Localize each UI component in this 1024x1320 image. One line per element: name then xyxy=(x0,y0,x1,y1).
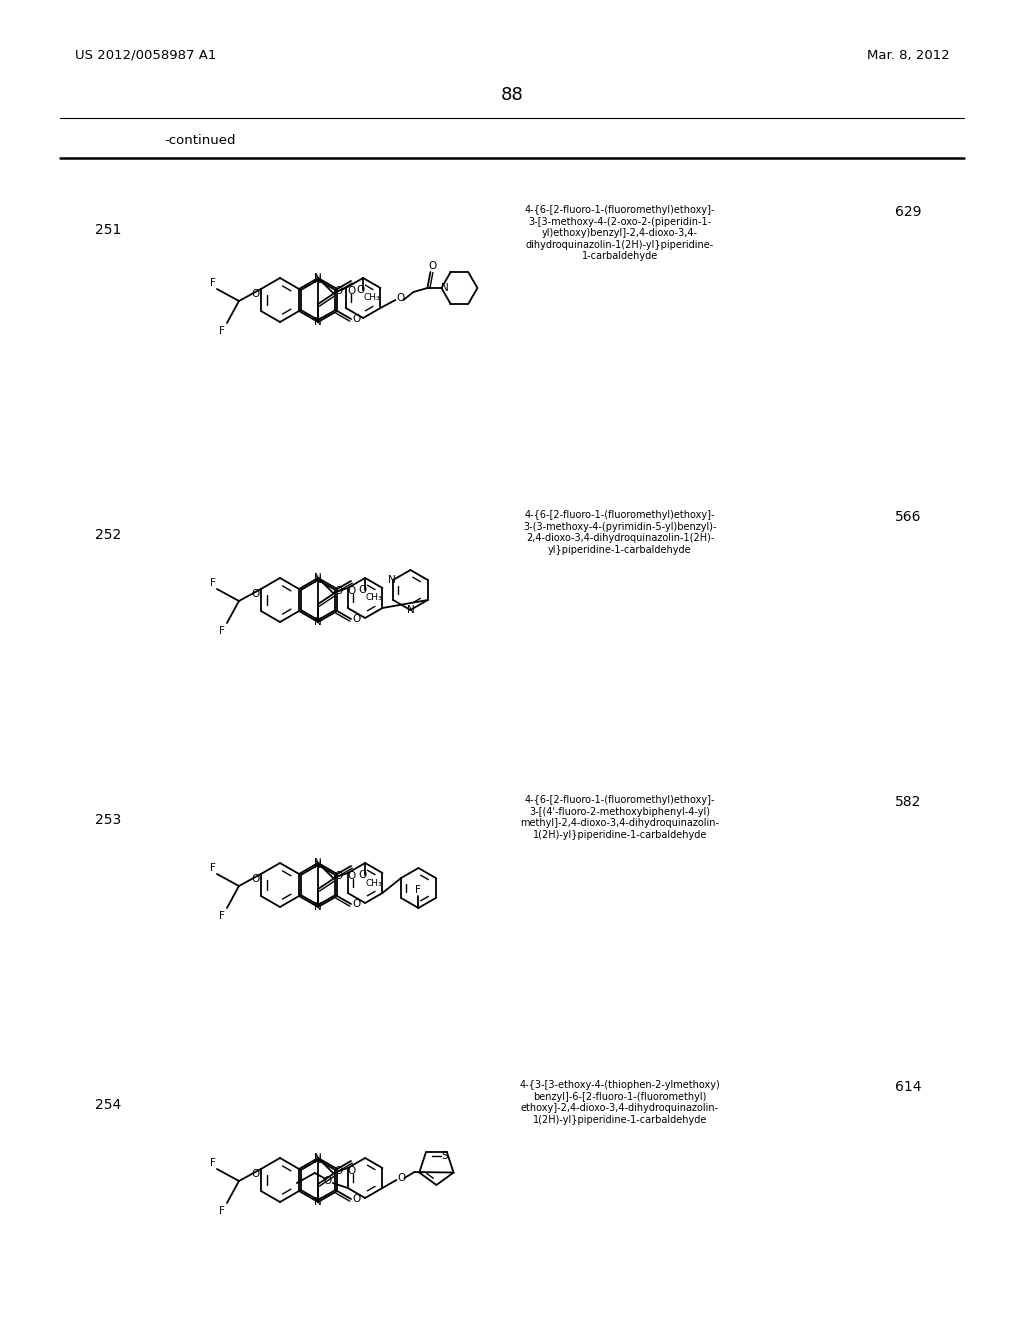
Text: N: N xyxy=(314,573,322,583)
Text: O: O xyxy=(334,286,342,296)
Text: O: O xyxy=(396,293,404,304)
Text: 566: 566 xyxy=(895,510,922,524)
Text: O: O xyxy=(428,261,436,271)
Text: 629: 629 xyxy=(895,205,922,219)
Text: N: N xyxy=(314,616,322,627)
Text: O: O xyxy=(352,614,360,624)
Text: O: O xyxy=(252,874,260,884)
Text: F: F xyxy=(416,884,421,895)
Text: F: F xyxy=(219,626,225,636)
Text: 4-{6-[2-fluoro-1-(fluoromethyl)ethoxy]-
3-[3-methoxy-4-(2-oxo-2-(piperidin-1-
yl: 4-{6-[2-fluoro-1-(fluoromethyl)ethoxy]- … xyxy=(524,205,715,261)
Text: S: S xyxy=(441,1151,449,1162)
Text: O: O xyxy=(347,286,355,296)
Text: 254: 254 xyxy=(95,1098,121,1111)
Text: 614: 614 xyxy=(895,1080,922,1094)
Text: 4-{6-[2-fluoro-1-(fluoromethyl)ethoxy]-
3-[(4'-fluoro-2-methoxybiphenyl-4-yl)
me: 4-{6-[2-fluoro-1-(fluoromethyl)ethoxy]- … xyxy=(520,795,720,840)
Text: N: N xyxy=(314,861,322,870)
Text: O: O xyxy=(347,1166,355,1176)
Text: O: O xyxy=(358,585,367,595)
Text: 251: 251 xyxy=(95,223,122,238)
Text: 253: 253 xyxy=(95,813,121,828)
Text: O: O xyxy=(252,1170,260,1179)
Text: N: N xyxy=(314,275,322,285)
Text: Mar. 8, 2012: Mar. 8, 2012 xyxy=(867,49,950,62)
Text: F: F xyxy=(210,578,216,587)
Text: N: N xyxy=(314,902,322,912)
Text: O: O xyxy=(352,899,360,909)
Text: F: F xyxy=(210,1158,216,1168)
Text: -continued: -continued xyxy=(164,133,236,147)
Text: CH₃: CH₃ xyxy=(364,293,381,302)
Text: 252: 252 xyxy=(95,528,121,543)
Text: F: F xyxy=(219,326,225,337)
Text: 88: 88 xyxy=(501,86,523,104)
Text: N: N xyxy=(407,605,415,615)
Text: CH₃: CH₃ xyxy=(366,594,382,602)
Text: O: O xyxy=(324,1176,332,1185)
Text: O: O xyxy=(347,586,355,597)
Text: O: O xyxy=(252,589,260,599)
Text: N: N xyxy=(314,317,322,327)
Text: N: N xyxy=(314,858,322,869)
Text: N: N xyxy=(314,1155,322,1166)
Text: F: F xyxy=(219,1206,225,1216)
Text: N: N xyxy=(440,282,449,293)
Text: O: O xyxy=(334,586,342,597)
Text: O: O xyxy=(334,871,342,880)
Text: O: O xyxy=(397,1173,406,1183)
Text: O: O xyxy=(356,285,365,294)
Text: N: N xyxy=(314,1152,322,1163)
Text: US 2012/0058987 A1: US 2012/0058987 A1 xyxy=(75,49,216,62)
Text: F: F xyxy=(219,911,225,921)
Text: N: N xyxy=(314,273,322,282)
Text: F: F xyxy=(210,863,216,873)
Text: O: O xyxy=(352,314,360,323)
Text: CH₃: CH₃ xyxy=(366,879,382,887)
Text: O: O xyxy=(252,289,260,300)
Text: 4-{3-[3-ethoxy-4-(thiophen-2-ylmethoxy)
benzyl]-6-[2-fluoro-1-(fluoromethyl)
eth: 4-{3-[3-ethoxy-4-(thiophen-2-ylmethoxy) … xyxy=(519,1080,720,1125)
Text: N: N xyxy=(314,1197,322,1206)
Text: O: O xyxy=(358,870,367,880)
Text: 582: 582 xyxy=(895,795,922,809)
Text: N: N xyxy=(314,576,322,585)
Text: O: O xyxy=(334,1166,342,1176)
Text: O: O xyxy=(352,1195,360,1204)
Text: 4-{6-[2-fluoro-1-(fluoromethyl)ethoxy]-
3-(3-methoxy-4-(pyrimidin-5-yl)benzyl)-
: 4-{6-[2-fluoro-1-(fluoromethyl)ethoxy]- … xyxy=(523,510,717,554)
Text: F: F xyxy=(210,279,216,288)
Text: O: O xyxy=(347,871,355,880)
Text: N: N xyxy=(388,576,396,585)
